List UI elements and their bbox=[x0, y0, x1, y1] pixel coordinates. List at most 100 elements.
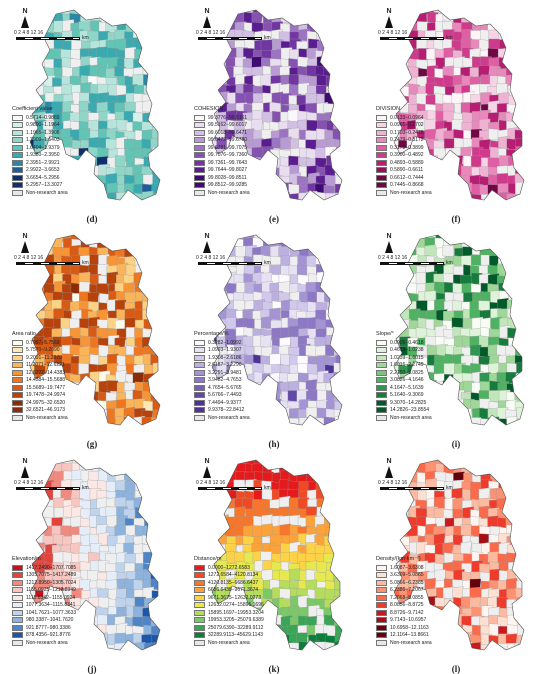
map-region bbox=[526, 543, 537, 554]
map-region bbox=[152, 282, 160, 295]
scale-ticks: 0 2 4 8 12 16 bbox=[378, 480, 408, 486]
map-region bbox=[159, 264, 160, 276]
legend-swatch bbox=[194, 384, 205, 391]
panel-label: (g) bbox=[86, 439, 98, 449]
map-region bbox=[352, 623, 358, 636]
map-region bbox=[333, 235, 342, 239]
map-region bbox=[34, 13, 46, 25]
map-region bbox=[533, 248, 540, 259]
map-region bbox=[161, 102, 173, 113]
map-region bbox=[160, 203, 172, 214]
map-region bbox=[351, 651, 358, 662]
map-region bbox=[216, 272, 228, 285]
map-region bbox=[30, 281, 39, 293]
map-region bbox=[114, 155, 127, 167]
map-region bbox=[218, 426, 229, 437]
map-region bbox=[217, 201, 229, 213]
map-region bbox=[288, 235, 301, 240]
map-region bbox=[8, 95, 18, 106]
map-region bbox=[525, 23, 536, 34]
map-region bbox=[334, 82, 342, 96]
map-region bbox=[372, 284, 382, 296]
map-region bbox=[525, 194, 537, 205]
map-region bbox=[54, 428, 66, 439]
map-region bbox=[151, 310, 160, 323]
map-region bbox=[533, 626, 540, 638]
map-region bbox=[8, 75, 18, 86]
map-region bbox=[212, 500, 220, 512]
map-region bbox=[170, 418, 176, 430]
map-region bbox=[408, 10, 421, 14]
north-label: N bbox=[22, 233, 28, 240]
legend-swatch bbox=[194, 122, 205, 129]
map-region bbox=[334, 460, 342, 466]
map-region bbox=[316, 13, 329, 26]
map-region bbox=[169, 562, 176, 574]
map-region bbox=[152, 514, 160, 528]
map-region bbox=[325, 22, 338, 34]
map-region bbox=[526, 311, 537, 323]
map-region bbox=[190, 230, 200, 242]
map-region bbox=[394, 85, 402, 98]
map-region bbox=[171, 86, 176, 97]
map-region bbox=[124, 460, 136, 465]
map-region bbox=[169, 410, 176, 422]
map-region bbox=[515, 310, 524, 323]
map-region bbox=[261, 427, 272, 439]
map-region bbox=[324, 497, 336, 510]
map-region bbox=[344, 508, 355, 519]
map-region bbox=[30, 317, 38, 330]
map-region bbox=[142, 40, 154, 52]
legend-item: 4120.8135−6686.6437 bbox=[194, 579, 294, 587]
legend-item: 3.9482−4.7653 bbox=[194, 377, 294, 385]
map-region bbox=[152, 40, 160, 53]
map-region bbox=[498, 426, 509, 438]
legend-item-nonresearch: Non-research area bbox=[12, 414, 112, 422]
map-region bbox=[515, 282, 524, 294]
map-region bbox=[394, 515, 403, 527]
map-region bbox=[523, 75, 524, 88]
map-region bbox=[372, 57, 383, 68]
map-region bbox=[516, 481, 524, 493]
legend-swatch bbox=[12, 572, 23, 579]
legend-label: Non-research area bbox=[208, 189, 250, 196]
map-region bbox=[97, 236, 109, 249]
map-region bbox=[170, 381, 176, 393]
map-region bbox=[351, 408, 358, 420]
legend-label: 1115.8342−1155.0924 bbox=[26, 594, 76, 601]
map-region bbox=[341, 580, 342, 592]
map-region bbox=[341, 407, 342, 421]
map-region bbox=[488, 202, 499, 213]
map-region bbox=[142, 48, 155, 60]
map-region bbox=[515, 246, 524, 259]
map-region bbox=[124, 649, 136, 650]
map-region bbox=[343, 545, 355, 557]
legend-swatch bbox=[12, 639, 23, 646]
legend-item: 99.7076−99.7360 bbox=[194, 152, 294, 160]
scale-unit: km bbox=[82, 35, 89, 41]
map-region bbox=[344, 536, 356, 547]
map-region bbox=[353, 28, 358, 40]
map-region bbox=[526, 175, 537, 187]
scale-bar-graphic bbox=[198, 37, 262, 40]
scale-bar-graphic bbox=[198, 487, 262, 490]
legend-swatch bbox=[376, 167, 387, 174]
map-region bbox=[169, 95, 176, 107]
map-region bbox=[161, 391, 173, 402]
map-region bbox=[333, 300, 342, 312]
map-region bbox=[523, 30, 524, 42]
legend-label: 0.4619−1.0238 bbox=[390, 347, 424, 354]
legend-label: 2.2750−3.0825 bbox=[390, 369, 424, 376]
map-region bbox=[279, 460, 293, 467]
map-region bbox=[212, 517, 219, 530]
map-region bbox=[160, 300, 171, 312]
legend-label: 0.1703−0.2478 bbox=[390, 129, 424, 136]
legend-swatch bbox=[12, 354, 23, 361]
map-region bbox=[212, 301, 220, 313]
map-region bbox=[297, 264, 309, 276]
map-region bbox=[535, 329, 540, 340]
map-region bbox=[334, 560, 342, 574]
map-region bbox=[317, 39, 329, 53]
map-region bbox=[116, 237, 129, 251]
map-region bbox=[161, 57, 173, 68]
